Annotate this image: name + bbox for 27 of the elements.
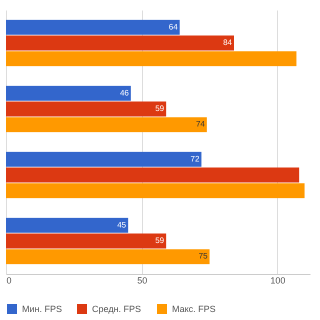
- data-label: 72: [190, 154, 200, 164]
- legend-label: Макс. FPS: [172, 304, 216, 314]
- x-tick-label: 0: [6, 276, 12, 286]
- data-label: 64: [168, 22, 178, 32]
- bar: [6, 234, 166, 248]
- data-label: 74: [196, 120, 206, 129]
- data-label: 84: [223, 38, 233, 47]
- bar: [6, 102, 166, 116]
- bar: [6, 249, 210, 264]
- bar: [6, 86, 131, 101]
- data-label: 46: [120, 88, 130, 98]
- bar: [6, 168, 300, 182]
- bar: [6, 51, 296, 66]
- data-label: 75: [198, 252, 208, 261]
- data-label: 59: [155, 104, 165, 113]
- x-tick-label: 100: [270, 276, 286, 286]
- bar: [6, 117, 207, 132]
- legend-label: Мин. FPS: [22, 304, 62, 314]
- bar: [6, 36, 234, 50]
- bar: [6, 218, 128, 233]
- data-label: 45: [117, 220, 127, 230]
- legend-label: Средн. FPS: [92, 304, 142, 314]
- bar: [6, 152, 202, 167]
- bar: [6, 20, 180, 35]
- x-tick-label: 50: [137, 276, 148, 286]
- bar: [6, 183, 305, 198]
- data-label: 59: [155, 236, 165, 245]
